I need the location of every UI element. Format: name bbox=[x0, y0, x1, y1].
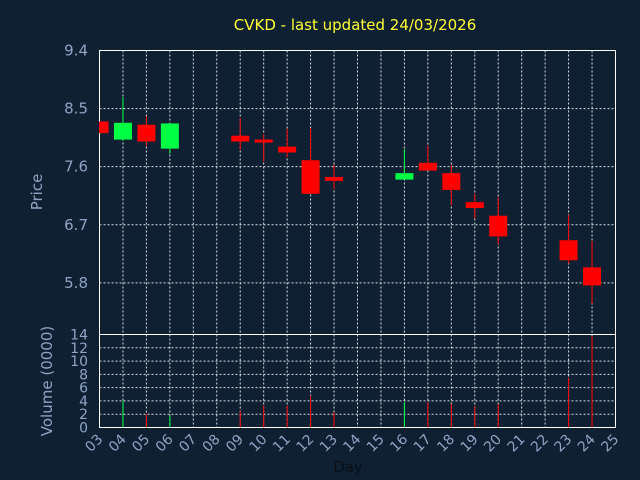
volume-tick-label: 8 bbox=[79, 367, 88, 383]
x-tick-label: 13 bbox=[317, 432, 341, 456]
x-tick-label: 15 bbox=[364, 432, 388, 456]
x-tick-label: 24 bbox=[575, 431, 599, 455]
candle-body bbox=[301, 160, 320, 194]
x-tick-label: 12 bbox=[293, 432, 317, 456]
x-tick-label: 04 bbox=[106, 431, 130, 455]
volume-tick-label: 14 bbox=[70, 328, 88, 344]
x-tick-label: 18 bbox=[434, 432, 458, 456]
volume-tick-label: 10 bbox=[70, 354, 88, 370]
volume-axis-label: Volume (0000) bbox=[38, 326, 56, 436]
x-tick-label: 23 bbox=[551, 432, 575, 456]
price-candles bbox=[99, 96, 602, 304]
x-tick-label: 14 bbox=[340, 431, 364, 455]
price-tick-label: 9.4 bbox=[64, 42, 88, 60]
volume-tick-label: 2 bbox=[79, 407, 88, 423]
volume-tick-label: 4 bbox=[79, 394, 88, 410]
volume-bars bbox=[122, 335, 593, 428]
candle-body bbox=[583, 267, 602, 286]
x-tick-label: 22 bbox=[528, 432, 552, 456]
x-tick-label: 07 bbox=[176, 432, 200, 456]
candle-body bbox=[418, 162, 437, 171]
candle-body bbox=[113, 122, 132, 140]
x-tick-label: 09 bbox=[223, 432, 247, 456]
candle-body bbox=[160, 123, 179, 149]
x-tick-label: 21 bbox=[505, 432, 529, 456]
volume-tick-label: 0 bbox=[79, 421, 88, 437]
x-tick-label: 19 bbox=[458, 432, 482, 456]
x-tick-label: 06 bbox=[153, 431, 177, 455]
x-tick-label: 10 bbox=[247, 432, 271, 456]
price-axis-label: Price bbox=[28, 174, 46, 211]
x-tick-label: 20 bbox=[481, 432, 505, 456]
volume-tick-label: 6 bbox=[79, 381, 88, 397]
x-tick-label: 16 bbox=[387, 431, 411, 455]
x-tick-label: 08 bbox=[200, 432, 224, 456]
x-tick-label: 25 bbox=[598, 432, 622, 456]
x-axis-label: Day bbox=[333, 458, 363, 476]
candle-body bbox=[395, 173, 414, 180]
price-tick-label: 8.5 bbox=[64, 100, 88, 118]
candle-body bbox=[559, 240, 578, 261]
volume-tick-label: 12 bbox=[70, 341, 88, 357]
price-tick-label: 6.7 bbox=[64, 216, 88, 234]
candle-body bbox=[465, 202, 484, 208]
price-tick-label: 7.6 bbox=[64, 158, 88, 176]
candle-body bbox=[254, 139, 273, 143]
candle-body bbox=[100, 121, 109, 134]
candle-body bbox=[489, 215, 508, 237]
price-tick-label: 5.8 bbox=[64, 274, 88, 292]
candle-body bbox=[442, 173, 461, 190]
x-tick-label: 05 bbox=[129, 432, 153, 456]
candle-body bbox=[278, 146, 297, 153]
candle-body bbox=[325, 177, 344, 181]
x-tick-label: 17 bbox=[411, 432, 435, 456]
x-tick-label: 11 bbox=[270, 432, 294, 456]
chart-title: CVKD - last updated 24/03/2026 bbox=[234, 16, 477, 34]
candle-body bbox=[231, 135, 250, 142]
candle-body bbox=[137, 124, 156, 142]
